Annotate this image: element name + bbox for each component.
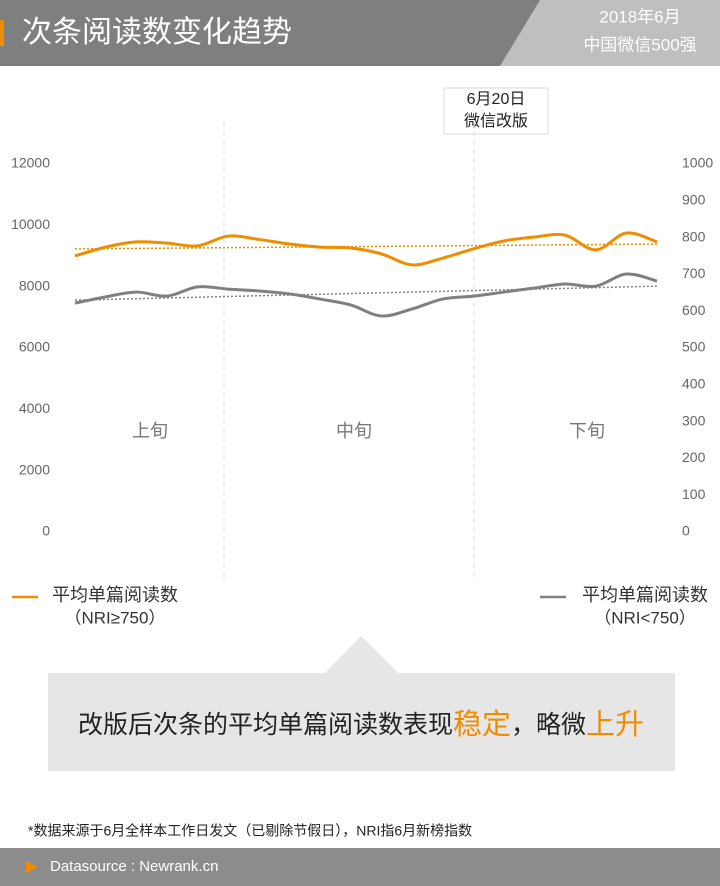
y-tick-label: 10000: [11, 216, 50, 232]
footer: Datasource : Newrank.cn: [50, 858, 218, 875]
annotation-date: 6月20日: [467, 91, 526, 108]
y2-tick-label: 200: [682, 449, 706, 465]
series-line: [74, 272, 658, 318]
y2-tick-label: 100: [682, 486, 706, 502]
callout-part: 稳定: [453, 708, 511, 741]
annotation-box: [443, 87, 549, 135]
y2-tick-label: 700: [682, 265, 706, 281]
scope: 中国微信500强: [583, 35, 696, 54]
y2-tick-label: 500: [682, 339, 706, 355]
y-tick-label: 4000: [19, 400, 50, 416]
callout: 改版后次条的平均单篇阅读数表现稳定，略微上升: [78, 708, 644, 741]
y-tick-label: 12000: [11, 155, 50, 171]
legend-group: （NRI≥750）: [65, 608, 166, 627]
period-label: 下旬: [569, 421, 605, 441]
y2-tick-label: 1000: [682, 155, 713, 171]
y-tick-label: 2000: [19, 461, 50, 477]
y-tick-label: 8000: [19, 277, 50, 293]
annotation-text: 微信改版: [464, 112, 528, 130]
series-line: [74, 231, 658, 267]
footer-icon: [26, 861, 38, 873]
title: 次条阅读数变化趋势: [22, 16, 292, 49]
footer-bar: [0, 848, 720, 886]
header-side: [500, 0, 720, 66]
callout-part: 上升: [586, 709, 644, 741]
legend-group: （NRI<750）: [594, 608, 696, 627]
trend-line: [74, 243, 658, 250]
y-tick-label: 6000: [19, 339, 50, 355]
period-label: 上旬: [132, 421, 168, 441]
legend-name: 平均单篇阅读数: [52, 585, 178, 605]
callout-box: [48, 673, 675, 771]
y-tick-label: 0: [42, 523, 50, 539]
date: 2018年6月: [599, 7, 680, 26]
y2-tick-label: 400: [682, 376, 706, 392]
callout-part: 改版后次条的平均单篇阅读数表现: [78, 711, 453, 739]
legend-name: 平均单篇阅读数: [582, 585, 708, 605]
y2-tick-label: 800: [682, 228, 706, 244]
y2-tick-label: 600: [682, 302, 706, 318]
note: *数据来源于6月全样本工作日发文（已剔除节假日），NRI指6月新榜指数: [28, 823, 472, 839]
y2-tick-label: 900: [682, 192, 706, 208]
trend-line: [74, 285, 658, 301]
header-accent: [0, 20, 4, 46]
callout-part: ，略微: [511, 711, 586, 739]
y2-tick-label: 0: [682, 523, 690, 539]
callout-pointer: [325, 636, 398, 673]
period-label: 中旬: [336, 421, 372, 441]
y2-tick-label: 300: [682, 412, 706, 428]
